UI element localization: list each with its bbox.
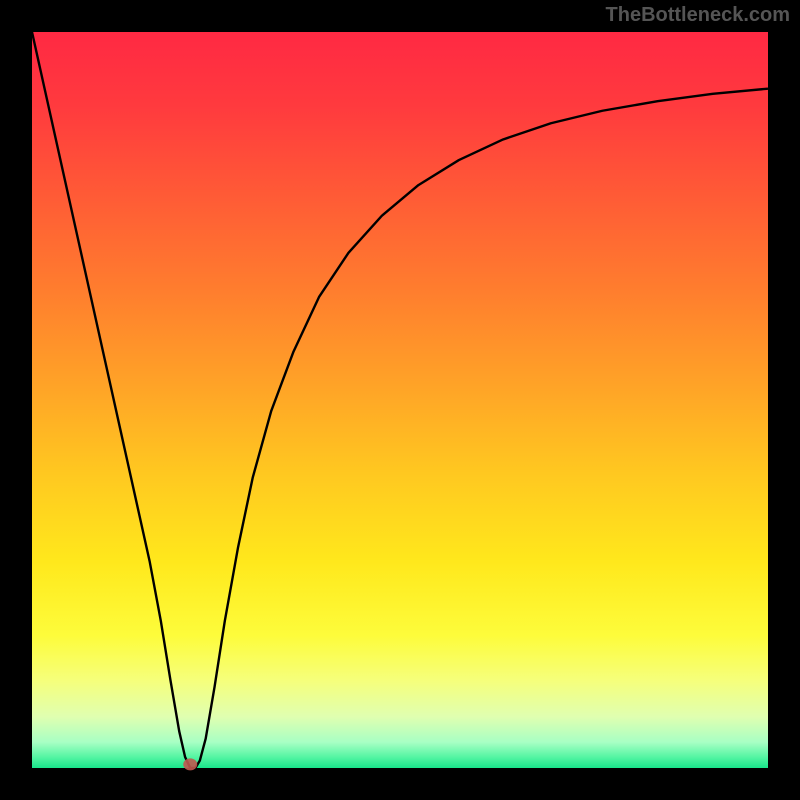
bottleneck-curve-chart	[0, 0, 800, 800]
watermark-text: TheBottleneck.com	[606, 4, 790, 27]
optimal-point-marker	[183, 758, 197, 770]
chart-frame: TheBottleneck.com	[0, 0, 800, 800]
chart-gradient-bg	[32, 32, 768, 768]
